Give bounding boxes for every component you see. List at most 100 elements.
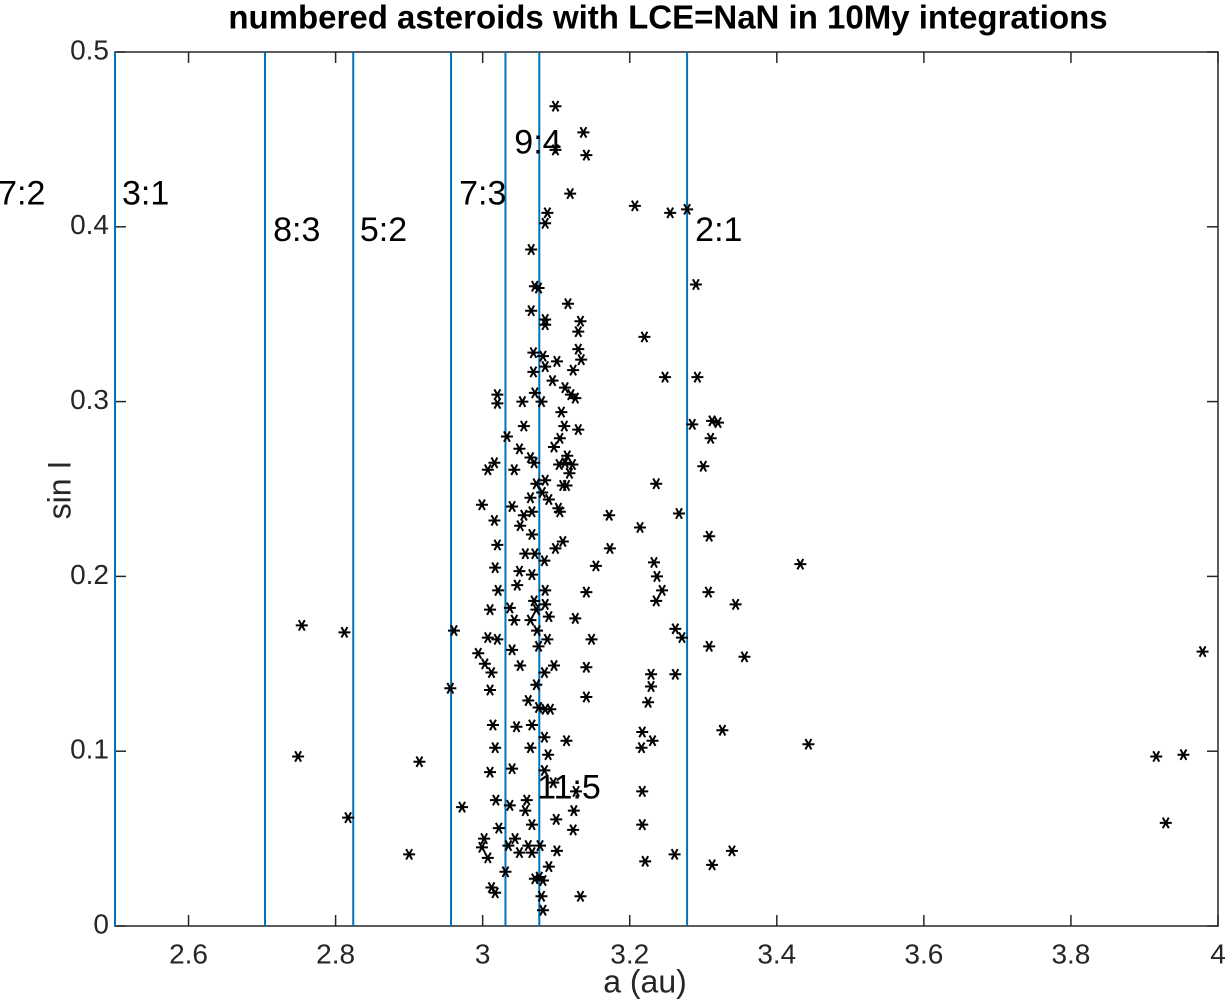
point xyxy=(645,680,658,693)
point xyxy=(530,478,543,490)
point xyxy=(444,682,457,694)
point xyxy=(650,595,663,607)
point xyxy=(532,701,545,714)
point xyxy=(538,666,551,679)
x-tick-label: 4 xyxy=(1210,938,1226,969)
point xyxy=(528,457,541,469)
point xyxy=(527,346,540,359)
x-tick-label: 3.8 xyxy=(1051,938,1090,969)
point xyxy=(673,507,686,520)
point xyxy=(538,554,551,567)
point xyxy=(524,492,537,504)
point xyxy=(681,203,694,216)
point xyxy=(491,633,504,646)
point xyxy=(528,873,541,885)
point xyxy=(542,860,555,873)
point xyxy=(510,721,523,733)
point xyxy=(546,374,559,387)
point xyxy=(513,846,526,859)
y-tick-label: 0.1 xyxy=(70,734,109,765)
point xyxy=(550,813,563,826)
point xyxy=(550,355,563,368)
x-tick-label: 2.8 xyxy=(316,938,355,969)
point xyxy=(517,420,530,432)
point xyxy=(802,738,815,750)
point xyxy=(547,441,560,453)
point xyxy=(704,432,717,445)
point xyxy=(531,624,544,637)
point xyxy=(659,371,672,383)
point xyxy=(532,640,545,653)
point xyxy=(492,584,505,597)
point xyxy=(456,801,469,813)
point xyxy=(491,388,504,401)
point xyxy=(514,519,527,532)
point xyxy=(567,824,580,836)
point xyxy=(491,539,504,551)
point xyxy=(572,325,585,338)
point xyxy=(549,542,562,555)
point xyxy=(488,514,501,527)
point xyxy=(342,811,355,824)
point xyxy=(575,353,588,366)
plot-area xyxy=(114,51,1219,927)
point xyxy=(559,457,572,469)
annotation: 11:5 xyxy=(537,769,601,807)
point xyxy=(528,387,541,399)
point xyxy=(686,418,699,431)
point xyxy=(560,479,573,492)
y-tick-label: 0.3 xyxy=(70,384,109,415)
point xyxy=(580,691,593,703)
point xyxy=(519,804,532,817)
point xyxy=(635,741,648,754)
point xyxy=(706,859,719,871)
point xyxy=(489,561,502,574)
point xyxy=(489,794,502,806)
point xyxy=(530,603,543,616)
point xyxy=(716,724,729,736)
point xyxy=(516,395,529,408)
point xyxy=(574,890,587,903)
point xyxy=(1196,645,1209,658)
x-tick-label: 3 xyxy=(475,938,491,969)
point xyxy=(711,416,724,429)
point xyxy=(638,331,651,343)
point xyxy=(447,624,460,637)
point xyxy=(550,845,563,857)
point xyxy=(675,631,688,644)
point xyxy=(577,126,590,139)
point xyxy=(525,818,538,831)
point xyxy=(702,586,715,598)
point xyxy=(559,381,572,394)
point xyxy=(536,904,549,916)
annotation: 5:2 xyxy=(360,211,407,249)
point xyxy=(513,565,526,577)
point xyxy=(522,694,535,707)
point xyxy=(547,776,560,789)
point xyxy=(703,640,716,653)
point xyxy=(628,200,641,212)
point xyxy=(572,423,585,436)
point xyxy=(689,278,702,291)
point xyxy=(481,464,494,476)
point xyxy=(528,280,541,292)
point xyxy=(295,619,308,632)
point xyxy=(520,794,533,806)
point xyxy=(475,499,488,511)
point xyxy=(535,890,548,903)
point xyxy=(527,366,540,378)
point xyxy=(472,647,485,660)
point xyxy=(556,535,569,548)
point xyxy=(528,595,541,607)
point xyxy=(738,651,751,663)
point xyxy=(541,633,554,646)
y-tick-label: 0.4 xyxy=(70,209,109,240)
point xyxy=(656,584,669,597)
point xyxy=(403,848,416,861)
point xyxy=(1150,750,1163,763)
point xyxy=(499,866,512,878)
point xyxy=(539,217,552,230)
point xyxy=(563,467,576,479)
